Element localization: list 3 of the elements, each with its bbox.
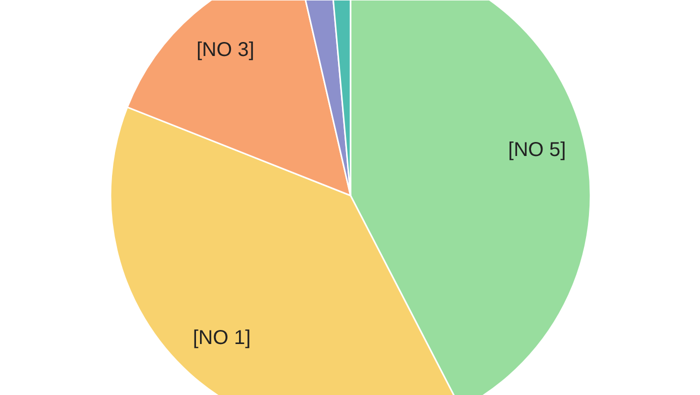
slice-label: [NO 3] <box>196 38 254 61</box>
slice-label: [NO 5] <box>508 139 566 162</box>
slice-label: [NO 1] <box>192 326 251 349</box>
